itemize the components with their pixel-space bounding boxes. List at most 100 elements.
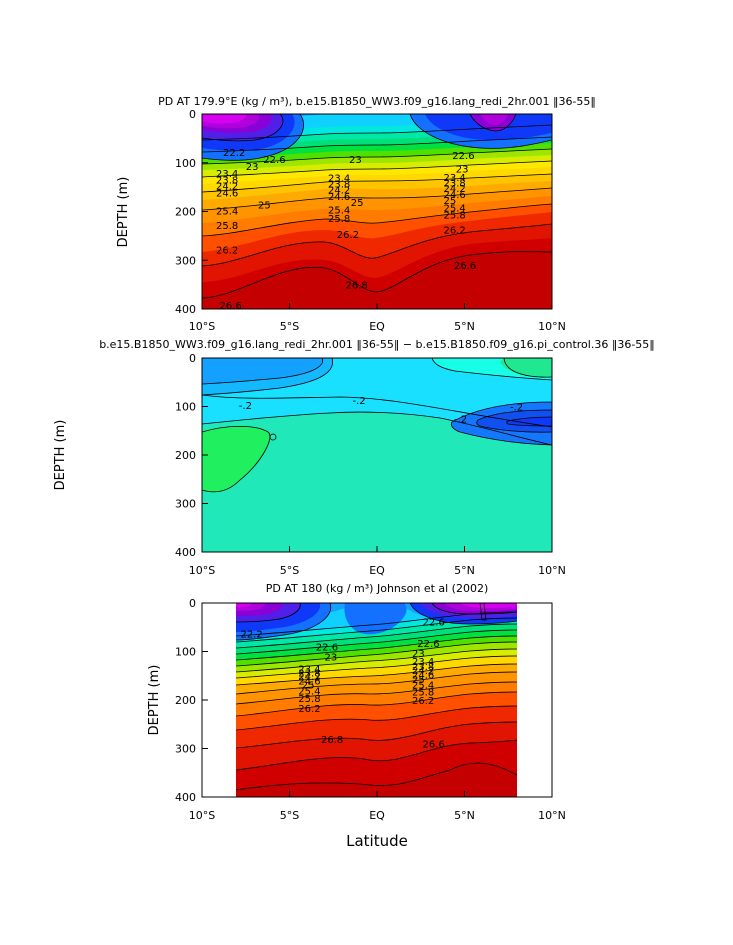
contour-label: 22.6 [417, 639, 439, 650]
contour-label: 22.6 [423, 617, 445, 628]
panel-3-axes: 10°S 5°S EQ 5°N 10°N 0 100 200 300 400 D… [147, 597, 566, 850]
panel-2-ytick: 300 [175, 498, 196, 511]
panel-1-ytick: 0 [189, 108, 196, 121]
contour-label: 24.6 [216, 189, 238, 200]
panel-2-ytick: 400 [175, 546, 196, 559]
panel-3-xtick: EQ [369, 809, 385, 822]
fill-3-mid-blue [344, 603, 407, 635]
fill-2-e [500, 358, 552, 378]
panel-2-contour-lines [202, 358, 552, 493]
contour-label: 25.4 [444, 204, 466, 215]
contour-label: 23.8 [216, 175, 238, 186]
contour-label: 24.2 [412, 666, 434, 677]
contour-label: 25.4 [298, 686, 320, 697]
contour-label: 26.8 [346, 281, 368, 292]
panel-3-xlabel: Latitude [346, 832, 408, 850]
fill-2-c [202, 358, 323, 384]
panel-1-xtick: 10°S [189, 320, 215, 333]
panel-2-contour-fill [202, 358, 552, 552]
panel-3-contour-lines [236, 603, 517, 791]
panel-3-ytick: 100 [175, 646, 196, 659]
contour-label: 23.8 [298, 668, 320, 679]
panel-1-ylabel: DEPTH (m) [116, 177, 131, 248]
panel-2-ytick: 100 [175, 401, 196, 414]
panel-1-contour-lines [202, 114, 552, 299]
contour-label: 26.8 [321, 735, 343, 746]
contour-label: 23.4 [298, 665, 320, 676]
panel-3-contour-fill [236, 603, 517, 797]
contour-label: 25 [351, 198, 364, 209]
panel-2-title: b.e15.B1850_WW3.f09_g16.lang_redi_2hr.00… [99, 338, 655, 351]
contour-label: 22.6 [263, 155, 285, 166]
contour-label: 25 [302, 681, 315, 692]
panel-3-xtick: 10°N [538, 809, 566, 822]
panel-3: PD AT 180 (kg / m³) Johnson et al (2002) [147, 582, 566, 850]
panel-1-xtick: 10°N [538, 320, 566, 333]
contour-label: 25.8 [298, 694, 320, 705]
panel-3-contour-labels: 22.222.62322.622.62323.423.824.224.62525… [241, 617, 445, 750]
contour-label: 25.4 [216, 207, 238, 218]
panel-3-ytick: 200 [175, 694, 196, 707]
contour-label: 23 [456, 165, 469, 176]
fill-2-i [202, 426, 270, 492]
panel-2-contour-labels: -.2 -.2 -.2 -.2 [239, 396, 523, 425]
panel-2-xtick: 5°N [454, 564, 475, 577]
contour-label: 24.6 [298, 677, 320, 688]
panel-1-xtick: 5°S [280, 320, 299, 333]
contour-label: 26.6 [220, 301, 242, 312]
contour-label: 24.6 [412, 670, 434, 681]
contour-label: 25 [444, 196, 457, 207]
contour-label: 26.2 [298, 704, 320, 715]
contour-label: 26.6 [454, 261, 476, 272]
panel-2-ytick: 200 [175, 449, 196, 462]
fill-3-west-g [236, 603, 252, 607]
contour-label: 24.2 [444, 184, 466, 195]
contour-label: 23.4 [216, 169, 238, 180]
panel-3-ytick: 400 [175, 791, 196, 804]
panel-3-title: PD AT 180 (kg / m³) Johnson et al (2002) [266, 582, 489, 595]
panel-3-ylabel: DEPTH (m) [147, 665, 162, 736]
contour-label: 23 [246, 162, 259, 173]
contour-label: -.2 [454, 415, 467, 426]
panel-2-axes: 10°S 5°S EQ 5°N 10°N 0 100 200 300 400 D… [53, 352, 566, 577]
contour-label: 23.8 [444, 179, 466, 190]
contour-label: 24.2 [328, 186, 350, 197]
contour-label: 25.4 [328, 206, 350, 217]
contour-label: 26.2 [216, 246, 238, 257]
panel-2: b.e15.B1850_WW3.f09_g16.lang_redi_2hr.00… [53, 338, 655, 577]
panel-1: PD AT 179.9°E (kg / m³), b.e15.B1850_WW3… [116, 95, 596, 333]
contour-label: 23 [412, 649, 425, 660]
contour-label: 24.2 [216, 182, 238, 193]
contour-label: 24.2 [298, 672, 320, 683]
contour-label: 24.6 [328, 192, 350, 203]
contour-label: 22.2 [241, 630, 263, 641]
contour-label: 22.2 [223, 148, 245, 159]
fill-1-top-east-e [480, 114, 508, 125]
panel-3-xtick: 5°S [280, 809, 299, 822]
panel-1-xtick: 5°N [454, 320, 475, 333]
panel-2-xtick: 5°S [280, 564, 299, 577]
contour-label: 26.6 [423, 740, 445, 751]
panel-1-xtick: EQ [369, 320, 385, 333]
contour-label: 25.8 [328, 214, 350, 225]
panel-2-ytick: 0 [189, 352, 196, 365]
contour-label: 25.8 [412, 687, 434, 698]
contour-label: 23.4 [412, 657, 434, 668]
panel-3-xtick: 5°N [454, 809, 475, 822]
contour-label: 23.4 [444, 173, 466, 184]
contour-label: 25.4 [412, 681, 434, 692]
contour-label: 23.8 [328, 180, 350, 191]
contour-label: 23.4 [328, 173, 350, 184]
panel-1-ytick: 200 [175, 206, 196, 219]
contour-label: -.2 [353, 396, 366, 407]
contour-label: 22.6 [452, 151, 474, 162]
fill-3-east-f [460, 603, 517, 608]
panel-2-xtick: 10°N [538, 564, 566, 577]
contour-label: 25 [412, 675, 425, 686]
panel-1-title: PD AT 179.9°E (kg / m³), b.e15.B1850_WW3… [158, 95, 596, 108]
panel-1-ytick: 300 [175, 254, 196, 267]
contour-label: 26.2 [412, 696, 434, 707]
panel-3-xtick: 10°S [189, 809, 215, 822]
